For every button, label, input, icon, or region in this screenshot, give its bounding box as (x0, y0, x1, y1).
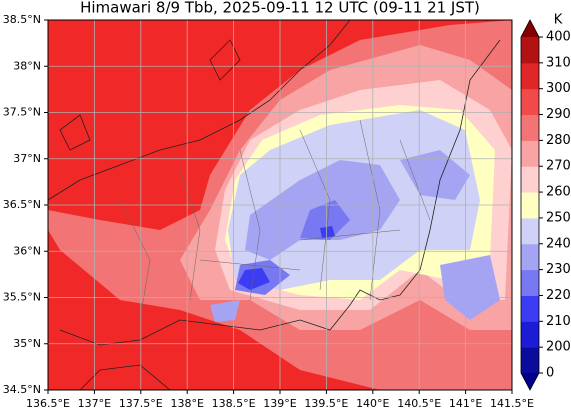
map-title: Himawari 8/9 Tbb, 2025-09-11 12 UTC (09-… (80, 0, 480, 17)
colorbar-segment (521, 37, 539, 64)
y-tick-label: 35°N (13, 337, 41, 350)
y-tick-label: 38.5°N (3, 13, 41, 26)
colorbar-segment (521, 166, 539, 193)
y-tick-label: 38°N (13, 59, 41, 72)
colorbar-tick-label: 200 (546, 340, 571, 355)
x-tick-label: 141.5°E (490, 397, 534, 409)
colorbar-extend-min (521, 373, 539, 390)
y-tick-label: 36.5°N (3, 198, 41, 211)
colorbar-tick-label: 290 (546, 107, 571, 122)
colorbar-tick-label: 240 (546, 236, 571, 251)
colorbar-segment (521, 243, 539, 271)
colorbar-extend-max (521, 20, 539, 37)
colorbar-tick-label: 400 (546, 30, 571, 45)
x-tick-label: 139.5°E (304, 397, 348, 409)
colorbar-tick-label: 260 (546, 185, 571, 200)
colorbar-segment (521, 321, 539, 348)
colorbar-tick-label: 270 (546, 159, 571, 174)
x-tick-label: 137°E (78, 397, 111, 409)
colorbar-tick-label: 230 (546, 262, 571, 277)
colorbar-segment (521, 140, 539, 167)
x-tick-label: 136.5°E (26, 397, 70, 409)
colorbar-segment (521, 114, 539, 141)
x-tick-label: 141°E (449, 397, 482, 409)
y-tick-label: 34.5°N (3, 383, 41, 396)
colorbar-tick-label: 210 (546, 314, 571, 329)
colorbar-unit: K (554, 13, 563, 28)
colorbar-tick-label: 0 (546, 366, 554, 381)
colorbar-segment (521, 295, 539, 322)
x-tick-label: 138°E (170, 397, 203, 409)
colorbar-tick-label: 250 (546, 210, 571, 225)
x-tick-label: 140°E (356, 397, 389, 409)
y-tick-label: 37.5°N (3, 106, 41, 119)
y-tick-label: 35.5°N (3, 291, 41, 304)
colorbar: 0 200 210 220 230 240 250 260 270 280 290 300 310 400 (520, 19, 571, 391)
colorbar-tick-label: 280 (546, 133, 571, 148)
x-tick-label: 137.5°E (119, 397, 163, 409)
x-tick-label: 139°E (263, 397, 296, 409)
colorbar-segment (521, 88, 539, 116)
x-tick-label: 140.5°E (397, 397, 441, 409)
colorbar-segment (521, 347, 539, 374)
map-frame (47, 19, 513, 391)
x-tick-label: 138.5°E (212, 397, 256, 409)
y-tick-label: 36°N (13, 244, 41, 257)
colorbar-tick-label: 310 (546, 55, 571, 70)
colorbar-segment (521, 192, 539, 219)
colorbar-segment (521, 62, 539, 90)
colorbar-tick-label: 300 (546, 81, 571, 96)
colorbar-tick-label: 220 (546, 288, 571, 303)
y-tick-label: 37°N (13, 152, 41, 165)
colorbar-segment (521, 217, 539, 245)
colorbar-segment (521, 269, 539, 296)
